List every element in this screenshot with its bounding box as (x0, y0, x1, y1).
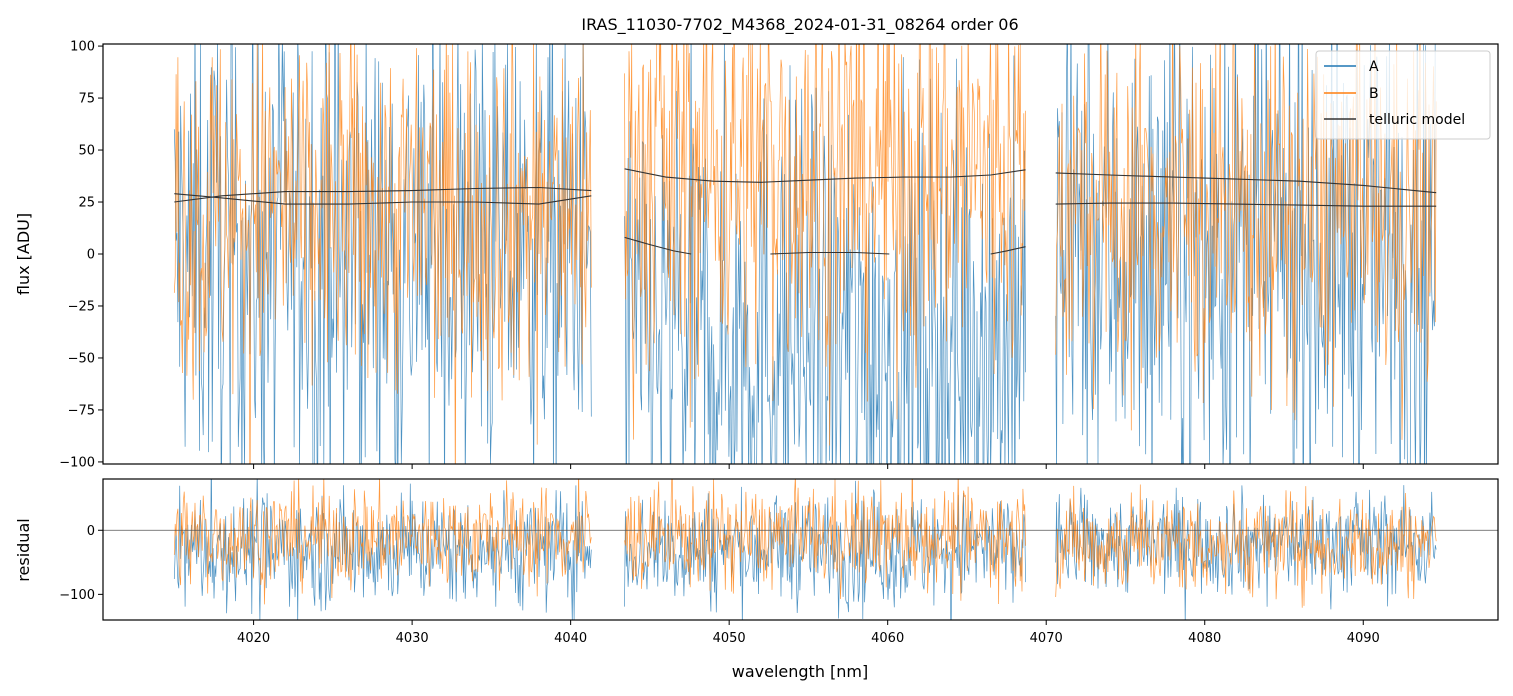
legend-label-b: B (1369, 86, 1379, 102)
telluric-model-curve-5 (770, 251, 890, 255)
legend-box (1315, 50, 1491, 140)
residual-b-segment-3 (1055, 484, 1437, 608)
residual-panel-frame (102, 478, 1499, 621)
x-tick-label: 4060 (871, 631, 904, 646)
x-tick-label: 4020 (237, 631, 270, 646)
telluric-model-curve-7 (1055, 172, 1437, 194)
flux-y-ticks: −100 −75 −50 −25 0 25 50 75 100 (59, 40, 103, 470)
series-b-segment-1 (173, 44, 592, 464)
telluric-model-curve-6 (990, 246, 1026, 255)
series-a-segment-1 (173, 44, 592, 464)
series-a-segment-2 (624, 44, 1026, 464)
residual-x-ticks: 4020 4030 4040 4050 4060 4070 4080 4090 (237, 620, 1380, 646)
flux-y-tick-label: 25 (78, 196, 95, 211)
flux-y-axis-label: flux [ADU] (14, 213, 33, 295)
series-b-segment-2 (624, 44, 1026, 446)
telluric-model-curve-3 (624, 168, 1026, 183)
flux-data (173, 44, 1437, 464)
flux-y-tick-label: 0 (87, 248, 95, 263)
flux-y-tick-label: 50 (78, 144, 95, 159)
residual-panel: −100 0 4020 4030 4040 4050 4060 4070 4080 4090 r… (14, 478, 1499, 681)
x-tick-label: 4030 (396, 631, 429, 646)
flux-y-tick-label: −100 (59, 455, 95, 470)
flux-y-tick-label: −50 (68, 351, 95, 366)
x-tick-label: 4080 (1188, 631, 1221, 646)
x-tick-label: 4070 (1030, 631, 1063, 646)
x-tick-label: 4090 (1347, 631, 1380, 646)
legend-label-model: telluric model (1369, 112, 1465, 128)
chart-title: IRAS_11030-7702_M4368_2024-01-31_08264 o… (581, 15, 1018, 35)
flux-y-tick-label: −75 (68, 403, 95, 418)
telluric-model-curve-8 (1055, 202, 1437, 207)
flux-x-ticks (253, 464, 1364, 469)
residual-y-tick-label: 0 (87, 524, 95, 539)
flux-y-tick-label: 75 (78, 92, 95, 107)
telluric-model-curve-2 (174, 186, 592, 203)
residual-y-axis-label: residual (14, 518, 33, 581)
flux-panel: −100 −75 −50 −25 0 25 50 75 100 flux [ADU] A B t… (14, 40, 1499, 470)
flux-y-tick-label: −25 (68, 299, 95, 314)
x-tick-label: 4040 (554, 631, 587, 646)
legend: A B telluric model (1315, 50, 1491, 140)
x-axis-label: wavelength [nm] (732, 662, 869, 681)
residual-b-segment-2 (624, 479, 1026, 605)
residual-b-segment-1 (173, 479, 592, 605)
x-tick-label: 4050 (713, 631, 746, 646)
series-b-segment-3 (1055, 44, 1437, 440)
telluric-model-curve-4 (624, 236, 692, 255)
flux-y-tick-label: 100 (70, 40, 95, 55)
residual-y-tick-label: −100 (59, 588, 95, 603)
telluric-model-curve-1 (174, 193, 592, 205)
legend-label-a: A (1369, 59, 1379, 75)
residual-y-ticks: −100 0 (59, 524, 103, 603)
residual-data (173, 479, 1437, 620)
residual-a-segment-2 (624, 480, 1026, 620)
telluric-model-lines (174, 168, 1437, 255)
